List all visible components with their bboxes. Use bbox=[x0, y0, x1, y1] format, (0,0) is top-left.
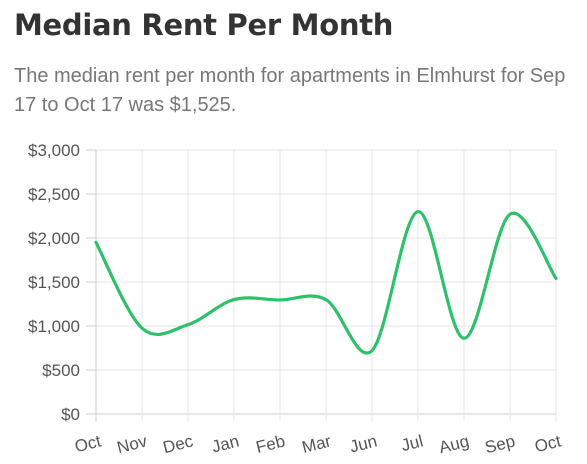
y-tick-label: $500 bbox=[42, 361, 80, 380]
y-tick-label: $3,000 bbox=[28, 141, 80, 160]
gridlines bbox=[86, 149, 557, 422]
y-tick-label: $0 bbox=[61, 405, 80, 424]
x-axis-ticks: Oct Nov Dec Jan Feb Mar Jun Jul Aug Sep Oct bbox=[73, 431, 564, 457]
x-tick-label: Oct bbox=[73, 431, 104, 456]
x-tick-label: Mar bbox=[300, 431, 333, 457]
x-tick-label: Nov bbox=[115, 431, 149, 457]
x-tick-label: Jan bbox=[210, 431, 241, 456]
x-tick-label: Feb bbox=[254, 431, 287, 457]
x-tick-label: Jun bbox=[348, 431, 379, 456]
y-tick-label: $1,000 bbox=[28, 317, 80, 336]
x-tick-label: Sep bbox=[483, 431, 517, 457]
y-tick-label: $2,500 bbox=[28, 185, 80, 204]
series-line bbox=[94, 210, 558, 355]
x-tick-label: Aug bbox=[437, 431, 471, 457]
chart-subtitle: The median rent per month for apartments… bbox=[14, 65, 566, 116]
x-tick-label: Jul bbox=[399, 431, 425, 455]
y-axis-ticks: $0 $500 $1,000 $1,500 $2,000 $2,500 $3,000 bbox=[28, 141, 80, 424]
x-tick-label: Dec bbox=[161, 431, 195, 457]
y-tick-label: $2,000 bbox=[28, 229, 80, 248]
y-tick-label: $1,500 bbox=[28, 273, 80, 292]
x-tick-label: Oct bbox=[533, 431, 564, 456]
chart-title: Median Rent Per Month bbox=[14, 8, 394, 42]
